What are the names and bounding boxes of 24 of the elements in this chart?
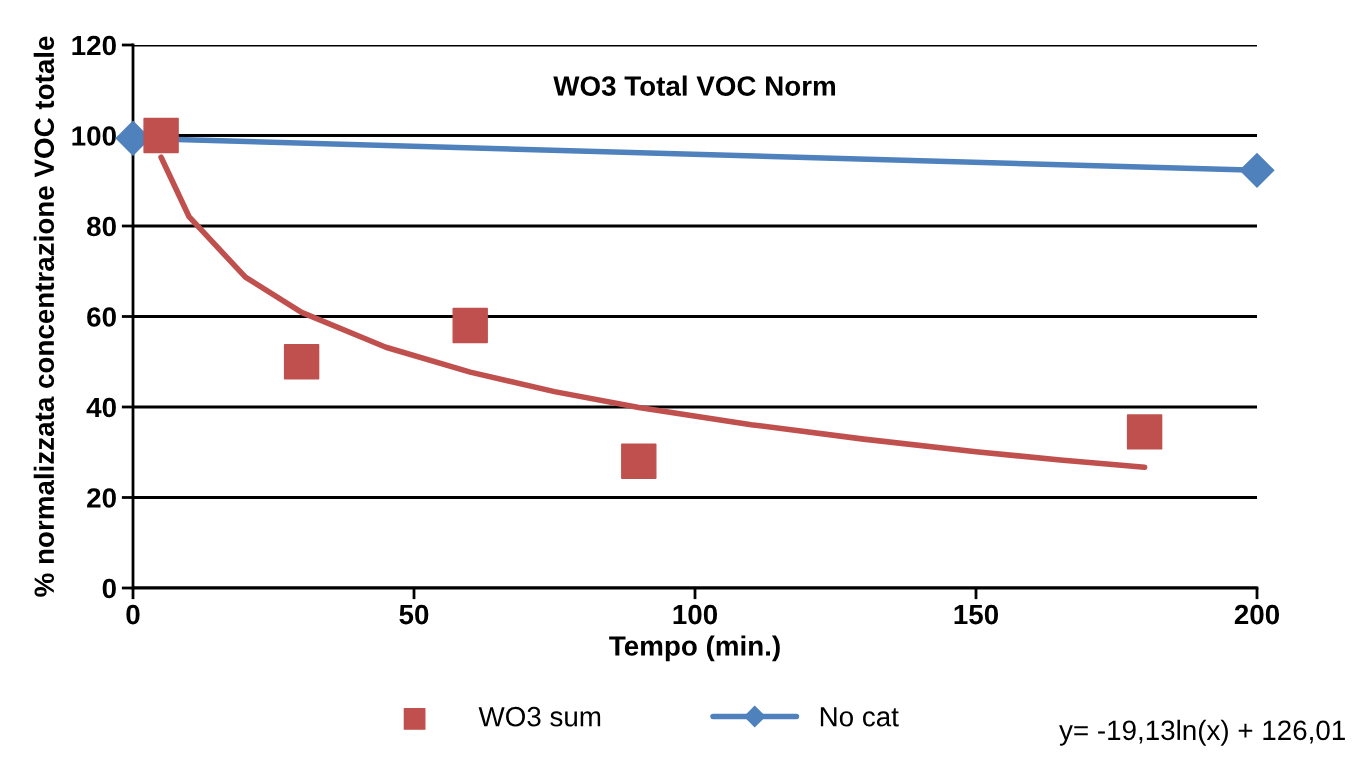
y-axis-title: % normalizzata concentrazione VOC totale [33,36,55,597]
point [1239,152,1275,188]
point [621,443,657,480]
y-tick-label: 60 [87,307,116,327]
x-axis-title: Tempo (min.) [609,635,780,662]
y-tick-label: 100 [72,126,116,146]
x-tick-label: 100 [673,604,718,625]
y-tick-label: 80 [87,216,116,237]
x-tick-label: 0 [126,604,140,625]
point [1126,414,1163,450]
y-tick-label: 40 [86,397,116,418]
text: y= -19,13ln(x) + 126,01 [1059,719,1345,746]
y-tick-label: 20 [87,488,116,508]
point [143,117,179,154]
x-tick-label: 50 [399,604,429,625]
legend-label: No cat [820,707,899,727]
y-tick-label: 120 [72,35,116,56]
legend-label: WO3 sum [478,706,601,727]
y-tick-label: 0 [102,578,116,599]
point [452,307,488,344]
point [283,344,320,380]
text: WO3 Total VOC Norm [553,75,836,96]
x-tick-label: 200 [1234,604,1280,625]
x-tick-label: 150 [954,604,999,625]
